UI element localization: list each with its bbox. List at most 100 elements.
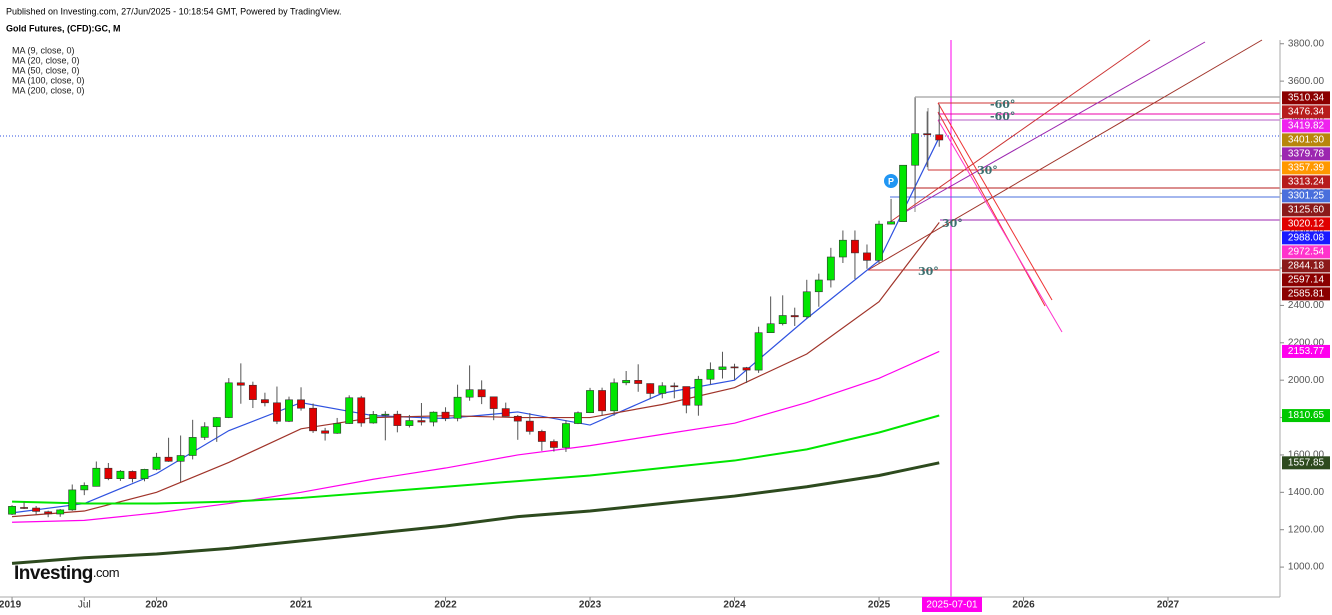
candle-body <box>381 413 390 416</box>
candle-body <box>285 399 293 422</box>
ma-line <box>12 414 940 505</box>
candle-body <box>333 423 342 434</box>
candle-body <box>477 389 486 398</box>
candle-body <box>887 221 895 225</box>
price-label-text: 3476.34 <box>1288 107 1325 118</box>
candle-body <box>838 239 847 258</box>
candle-body <box>405 420 414 426</box>
price-label <box>1282 105 1330 119</box>
y-tick-label: 1000.00 <box>1288 562 1325 573</box>
candle-body <box>224 382 233 418</box>
legend-entry: MA (50, close, 0) <box>12 65 80 75</box>
candle-body <box>610 382 619 412</box>
candle-body <box>598 390 606 412</box>
candle-body <box>140 469 149 479</box>
candle-body <box>489 396 498 409</box>
angle-label: -60° <box>990 110 1015 123</box>
candle-body <box>826 256 835 281</box>
candle-body <box>116 470 125 479</box>
candle-body <box>128 471 137 479</box>
x-tick-label: 2019 <box>0 600 22 611</box>
axes: 1000.001200.001400.001600.001800.002000.… <box>0 38 1330 611</box>
price-label-text: 3125.60 <box>1288 205 1325 216</box>
y-tick-label: 1200.00 <box>1288 524 1325 535</box>
candle-body <box>44 511 53 515</box>
price-label-text: 3357.39 <box>1288 163 1325 174</box>
trend-line <box>937 119 1063 333</box>
candle-body <box>670 385 679 388</box>
angle-label: 30° <box>942 217 963 230</box>
price-label <box>1282 161 1330 175</box>
price-label <box>1282 203 1330 217</box>
price-label-text: 2597.14 <box>1288 275 1325 286</box>
trend-line <box>937 111 1046 307</box>
y-tick-label: 1400.00 <box>1288 487 1325 498</box>
candle-body <box>935 134 944 141</box>
price-label-text: 3510.34 <box>1288 93 1325 104</box>
price-label <box>1282 344 1330 358</box>
ma-line <box>11 222 940 518</box>
price-label-text: 2153.77 <box>1288 346 1325 357</box>
x-tick-label: 2024 <box>723 600 746 611</box>
y-tick-label: 2200.00 <box>1288 337 1325 348</box>
price-label <box>1282 409 1330 423</box>
x-tick-label: 2027 <box>1157 600 1180 611</box>
y-tick-label: 1600.00 <box>1288 450 1325 461</box>
candle-body <box>236 382 245 386</box>
date-marker <box>922 597 982 612</box>
price-label <box>1282 287 1330 301</box>
candle-body <box>694 378 703 406</box>
candle-body <box>465 389 474 398</box>
y-tick-label: 2000.00 <box>1288 375 1325 386</box>
price-label <box>1282 273 1330 287</box>
candle-body <box>622 380 631 384</box>
candle-body <box>513 415 522 422</box>
price-label-text: 2844.18 <box>1288 261 1325 272</box>
candle-body <box>321 430 330 434</box>
price-label-text: 1557.85 <box>1288 457 1325 468</box>
price-label <box>1282 245 1330 259</box>
candle-body <box>164 456 173 462</box>
x-tick-label: 2021 <box>290 600 313 611</box>
candle-body <box>899 164 908 222</box>
candle-body <box>417 420 426 423</box>
candle-body <box>525 420 534 432</box>
candle-body <box>766 323 775 334</box>
candle-body <box>20 507 28 509</box>
candle-body <box>802 291 811 318</box>
candle-body <box>68 489 77 511</box>
candle-body <box>176 455 185 462</box>
candle-body <box>260 399 269 404</box>
candle-body <box>357 397 366 424</box>
legend: MA (9, close, 0)MA (20, close, 0)MA (50,… <box>12 45 85 95</box>
candle-body <box>56 509 65 515</box>
trend-line <box>937 102 1053 301</box>
candle-body <box>730 366 739 369</box>
candle-body <box>754 332 763 371</box>
candle-body <box>309 407 317 432</box>
candle-body <box>200 426 209 438</box>
y-tick-label: 2800.00 <box>1288 225 1325 236</box>
date-marker-label: 2025-07-01 <box>926 600 978 611</box>
candle-body <box>248 384 257 400</box>
candle-body <box>345 397 354 424</box>
legend-entry: MA (9, close, 0) <box>12 45 75 55</box>
candle-body <box>634 380 643 384</box>
candle-body <box>92 467 101 487</box>
angle-label: 30° <box>977 164 998 177</box>
ma-line <box>12 350 940 523</box>
price-label <box>1282 259 1330 273</box>
candle-body <box>923 133 932 136</box>
candle-body <box>778 315 787 325</box>
candle-body <box>441 411 450 419</box>
x-tick-label: 2026 <box>1012 600 1035 611</box>
candle-body <box>574 412 582 424</box>
price-label <box>1282 91 1330 105</box>
candle-body <box>549 441 558 448</box>
price-label-text: 3379.78 <box>1288 149 1325 160</box>
price-label <box>1282 456 1330 470</box>
candle-body <box>658 385 667 394</box>
price-label-text: 3301.25 <box>1288 191 1325 202</box>
candle-body <box>562 423 570 448</box>
